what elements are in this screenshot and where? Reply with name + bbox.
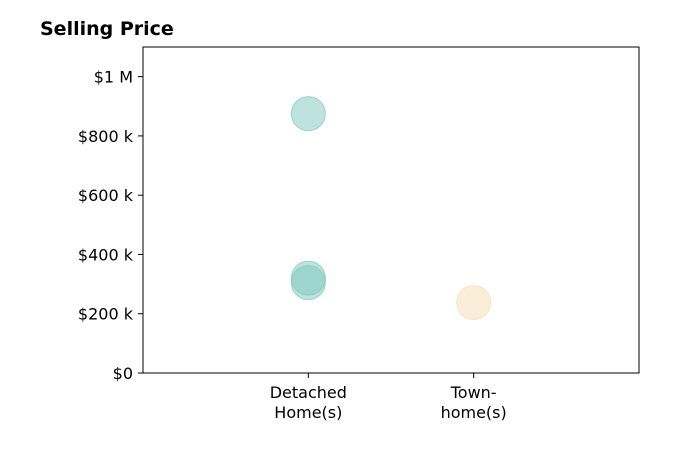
x-tick-label-line: home(s) bbox=[441, 403, 507, 422]
x-tick-label-line: Home(s) bbox=[274, 403, 342, 422]
y-axis-ticks: $0 $200 k $400 k $600 k $800 k $1 M bbox=[78, 68, 143, 383]
y-tick-label: $0 bbox=[113, 364, 133, 383]
data-point bbox=[290, 96, 326, 132]
x-axis-ticks: Detached Home(s) Town-home(s) bbox=[270, 373, 507, 422]
y-tick-label: $200 k bbox=[78, 305, 134, 324]
y-tick-label: $800 k bbox=[78, 127, 134, 146]
data-point bbox=[456, 284, 492, 320]
plot-frame bbox=[142, 46, 640, 374]
y-tick-label: $1 M bbox=[94, 68, 133, 87]
x-tick-label: Town-home(s) bbox=[441, 383, 507, 422]
y-tick-label: $400 k bbox=[78, 245, 134, 264]
chart-title: Selling Price bbox=[40, 18, 174, 40]
y-tick-label: $600 k bbox=[78, 186, 134, 205]
data-points bbox=[290, 96, 492, 320]
x-tick-label: Detached Home(s) bbox=[270, 383, 347, 422]
x-tick-label-line: Town- bbox=[450, 383, 497, 402]
x-tick-label-line: Detached bbox=[270, 383, 347, 402]
data-point bbox=[290, 265, 326, 301]
